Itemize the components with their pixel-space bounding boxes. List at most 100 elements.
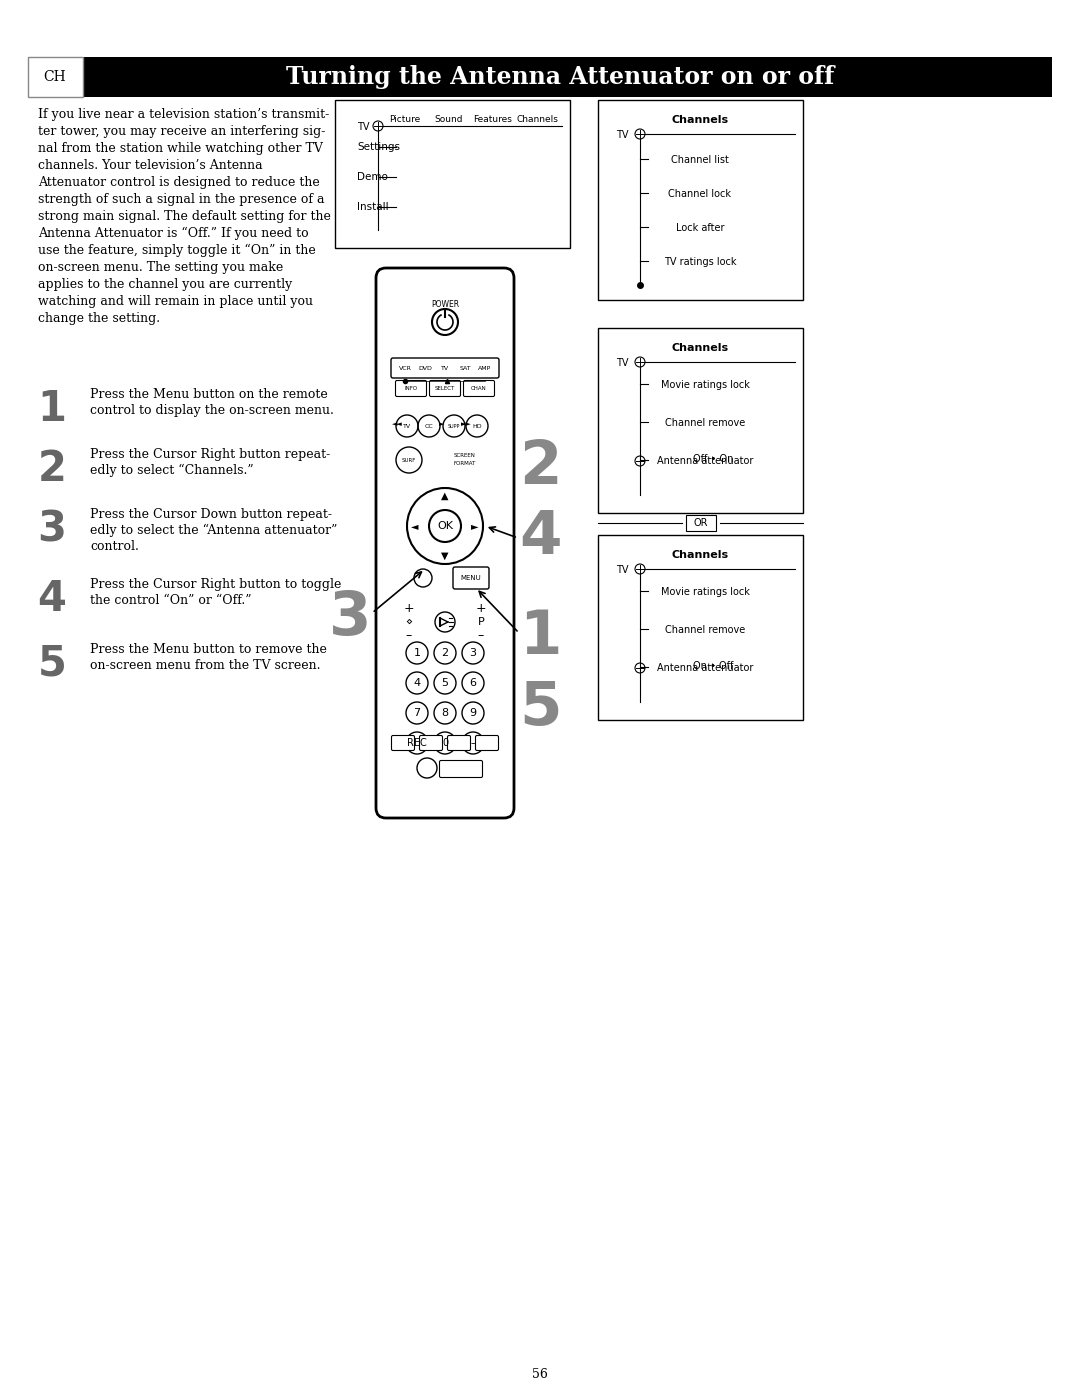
- FancyBboxPatch shape: [463, 380, 495, 397]
- Text: control to display the on-screen menu.: control to display the on-screen menu.: [90, 404, 334, 416]
- Text: on-screen menu from the TV screen.: on-screen menu from the TV screen.: [90, 659, 321, 672]
- Text: Antenna Attenuator is “Off.” If you need to: Antenna Attenuator is “Off.” If you need…: [38, 226, 309, 240]
- Text: P: P: [477, 617, 484, 627]
- Text: Channels: Channels: [516, 115, 558, 124]
- Text: Channel remove: Channel remove: [665, 624, 745, 636]
- Text: Channels: Channels: [672, 344, 729, 353]
- Text: channels. Your television’s Antenna: channels. Your television’s Antenna: [38, 159, 262, 172]
- Text: Channels: Channels: [672, 115, 729, 124]
- Text: 1: 1: [414, 648, 420, 658]
- Text: Sound: Sound: [435, 115, 463, 124]
- Text: DVD: DVD: [418, 366, 432, 370]
- FancyBboxPatch shape: [447, 735, 471, 750]
- Text: 3: 3: [38, 509, 67, 550]
- Text: 1: 1: [38, 388, 67, 430]
- Text: 3: 3: [328, 588, 372, 647]
- Text: ►: ►: [440, 420, 445, 427]
- Text: TV: TV: [403, 423, 411, 429]
- Text: REC: REC: [407, 738, 427, 747]
- Text: SUPP: SUPP: [448, 423, 460, 429]
- Text: Channel remove: Channel remove: [665, 418, 745, 427]
- Text: nal from the station while watching other TV: nal from the station while watching othe…: [38, 142, 323, 155]
- Text: 2: 2: [38, 448, 67, 490]
- Bar: [686, 515, 715, 531]
- Text: HD: HD: [472, 423, 482, 429]
- Text: 4: 4: [518, 509, 562, 567]
- FancyBboxPatch shape: [430, 380, 460, 397]
- Text: 2: 2: [518, 439, 562, 497]
- Text: on-screen menu. The setting you make: on-screen menu. The setting you make: [38, 261, 283, 274]
- Text: 5: 5: [442, 678, 448, 687]
- Text: Movie ratings lock: Movie ratings lock: [661, 587, 750, 597]
- Text: TV: TV: [357, 122, 369, 131]
- Text: FORMAT: FORMAT: [454, 461, 476, 467]
- Bar: [28, 57, 83, 96]
- Text: Features: Features: [473, 115, 512, 124]
- Text: Channels: Channels: [672, 550, 729, 560]
- Text: 7: 7: [414, 708, 420, 718]
- FancyBboxPatch shape: [376, 268, 514, 819]
- Text: TV ratings lock: TV ratings lock: [664, 257, 737, 267]
- Text: OK: OK: [437, 521, 453, 531]
- Bar: [28, 57, 1052, 96]
- Text: Press the Menu button to remove the: Press the Menu button to remove the: [90, 643, 327, 657]
- Text: ter tower, you may receive an interfering sig-: ter tower, you may receive an interferin…: [38, 124, 325, 138]
- Text: 56: 56: [532, 1369, 548, 1382]
- Text: ►►: ►►: [461, 420, 471, 427]
- Text: edly to select “Channels.”: edly to select “Channels.”: [90, 464, 254, 478]
- Text: VCR: VCR: [399, 366, 411, 370]
- FancyBboxPatch shape: [391, 735, 415, 750]
- Text: If you live near a television station’s transmit-: If you live near a television station’s …: [38, 108, 329, 122]
- Text: Settings: Settings: [357, 142, 400, 152]
- Text: INFO: INFO: [404, 386, 418, 391]
- Text: ◄◄: ◄◄: [392, 420, 403, 427]
- Bar: [335, 101, 570, 249]
- FancyBboxPatch shape: [419, 735, 443, 750]
- Text: the control “On” or “Off.”: the control “On” or “Off.”: [90, 594, 252, 608]
- Text: TV: TV: [616, 358, 629, 367]
- Text: TV: TV: [441, 366, 449, 370]
- Text: 8: 8: [442, 708, 448, 718]
- Text: CHAN: CHAN: [471, 386, 487, 391]
- Text: 9: 9: [470, 708, 476, 718]
- Text: Picture: Picture: [390, 115, 420, 124]
- Text: ⋄: ⋄: [405, 617, 413, 627]
- Text: Press the Cursor Down button repeat-: Press the Cursor Down button repeat-: [90, 509, 332, 521]
- Text: CC: CC: [424, 423, 433, 429]
- Text: 2: 2: [442, 648, 448, 658]
- Text: 0: 0: [442, 738, 448, 747]
- FancyBboxPatch shape: [475, 735, 499, 750]
- Text: SELECT: SELECT: [435, 386, 455, 391]
- Text: Antenna attenuator: Antenna attenuator: [657, 664, 753, 673]
- Text: 5: 5: [38, 643, 67, 685]
- Text: Attenuator control is designed to reduce the: Attenuator control is designed to reduce…: [38, 176, 320, 189]
- Text: TV: TV: [616, 130, 629, 140]
- Text: use the feature, simply toggle it “On” in the: use the feature, simply toggle it “On” i…: [38, 244, 315, 257]
- Text: ▲: ▲: [442, 490, 449, 502]
- Text: Press the Menu button on the remote: Press the Menu button on the remote: [90, 388, 327, 401]
- Text: Press the Cursor Right button to toggle: Press the Cursor Right button to toggle: [90, 578, 341, 591]
- Text: OR: OR: [693, 518, 707, 528]
- Text: ◄: ◄: [411, 521, 419, 531]
- Text: Off • On: Off • On: [693, 454, 733, 464]
- Text: Turning the Antenna Attenuator on or off: Turning the Antenna Attenuator on or off: [286, 66, 834, 89]
- Text: watching and will remain in place until you: watching and will remain in place until …: [38, 295, 313, 307]
- Text: On • Off: On • Off: [693, 661, 733, 671]
- Text: 4: 4: [414, 678, 420, 687]
- Text: control.: control.: [90, 541, 139, 553]
- Text: –: –: [471, 738, 475, 747]
- Text: SCREEN: SCREEN: [454, 453, 476, 458]
- Text: ▼: ▼: [442, 550, 449, 562]
- Text: TV: TV: [616, 564, 629, 576]
- Text: Movie ratings lock: Movie ratings lock: [661, 380, 750, 390]
- FancyBboxPatch shape: [395, 380, 427, 397]
- FancyBboxPatch shape: [453, 567, 489, 590]
- Text: POWER: POWER: [431, 300, 459, 309]
- Text: 5: 5: [518, 679, 562, 738]
- Text: Install: Install: [357, 203, 389, 212]
- Text: Lock after: Lock after: [676, 224, 725, 233]
- Text: Channel list: Channel list: [671, 155, 729, 165]
- Bar: [598, 101, 804, 300]
- Text: 4: 4: [38, 578, 67, 620]
- FancyBboxPatch shape: [440, 760, 483, 778]
